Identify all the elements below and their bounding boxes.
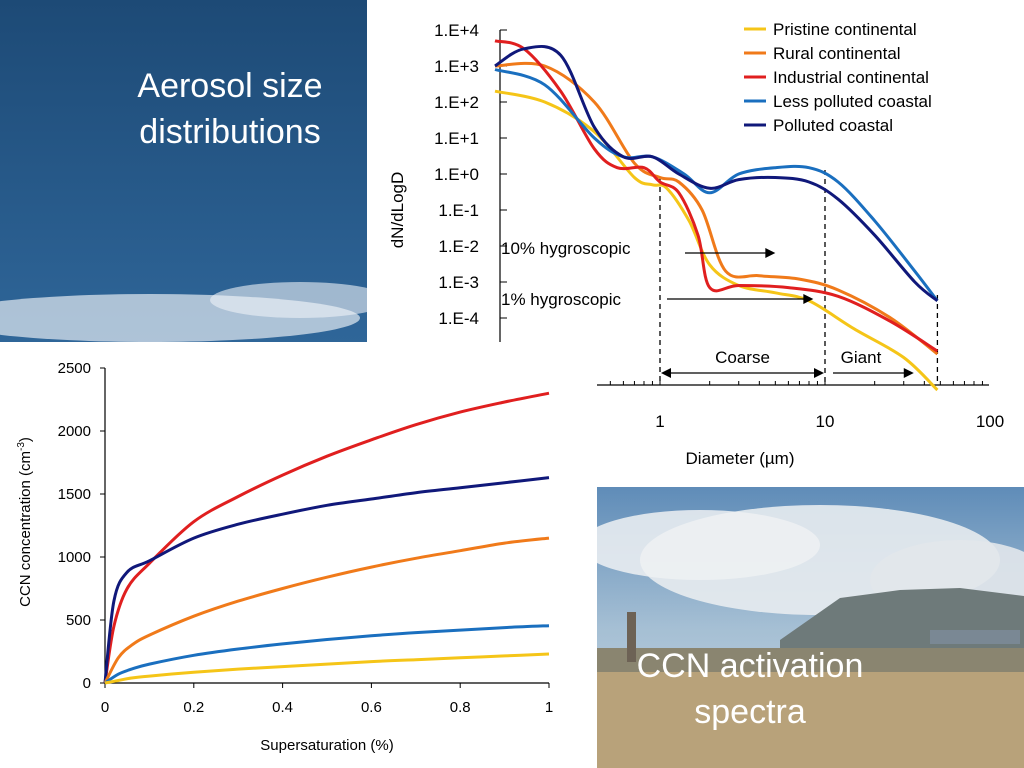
ccn-activation-chart: 0 500 1000 1500 2000 2500 0 0.2 0.4 0.6 0.8 1 CCN … [0,342,597,768]
y-tick-label: 1.E-3 [438,273,479,292]
y-tick-label: 1000 [58,549,91,566]
x-axis-label: Diameter (µm) [686,449,795,468]
ccn-series [103,391,550,685]
annotation-1-percent-hygroscopic: 1% hygroscopic [501,290,622,309]
range-arrowhead-right [903,368,914,378]
y-axis-ticks: 0 500 1000 1500 2000 2500 [58,360,105,692]
range-arrowhead-right [814,368,824,378]
y-tick-label: 500 [66,612,91,629]
y-tick-label: 1.E+2 [434,93,479,112]
y-tick-label: 1.E+4 [434,21,479,40]
series-line [103,391,550,684]
annotation-arrowhead [765,248,776,258]
y-tick-label: 1.E-2 [438,237,479,256]
y-tick-label: 1.E+0 [434,165,479,184]
x-tick-label: 10 [816,412,835,431]
y-tick-label: 1.E+1 [434,129,479,148]
annotation-10-percent-hygroscopic: 10% hygroscopic [501,239,631,258]
tower-shape [627,612,636,662]
x-tick-label: 0.2 [183,699,204,716]
y-axis-label: CCN concentration (cm-3) [16,437,34,607]
series-line [103,476,550,684]
range-label-coarse: Coarse [715,348,770,367]
legend-label: Polluted coastal [773,116,893,135]
legend-label: Industrial continental [773,68,929,87]
y-axis-label: dN/dLogD [388,172,407,249]
series-line [103,536,550,684]
series-line [104,652,550,685]
y-tick-label: 1.E+3 [434,57,479,76]
x-tick-label: 0.6 [361,699,382,716]
y-tick-label: 1500 [58,486,91,503]
y-tick-label: 2500 [58,360,91,377]
series-line [494,61,939,356]
cloud-shape [210,282,390,318]
y-tick-label: 0 [83,675,91,692]
x-axis-label: Supersaturation (%) [260,737,393,754]
size-distribution-series [494,39,939,392]
x-tick-label: 0 [101,699,109,716]
x-tick-label: 0.8 [450,699,471,716]
x-tick-label: 1 [545,699,553,716]
legend-label: Pristine continental [773,20,917,39]
y-tick-label: 1.E-1 [438,201,479,220]
vertical-dashed-markers [659,170,939,385]
x-tick-label: 1 [655,412,664,431]
legend-label: Rural continental [773,44,901,63]
desert-photo [580,487,1024,768]
x-axis-ticks: 0 0.2 0.4 0.6 0.8 1 [101,683,553,716]
annotation-arrowhead [803,294,814,304]
series-line [494,39,939,353]
series-line [104,624,550,685]
y-axis-ticks: 1.E+4 1.E+3 1.E+2 1.E+1 1.E+0 1.E-1 1.E-2 1.E-3… [434,21,507,364]
x-tick-label: 100 [976,412,1004,431]
title-aerosol-size-distributions: Aerosol size distributions [137,67,323,151]
annotations: 10% hygroscopic 1% hygroscopic Coarse Giant [501,239,914,378]
x-axis-ticks: 1 10 100 [573,378,1004,431]
series-line [494,44,939,302]
building-shape [930,630,1020,644]
x-tick-label: 0.4 [272,699,293,716]
legend-label: Less polluted coastal [773,92,932,111]
range-label-giant: Giant [841,348,882,367]
range-arrowhead-left [661,368,671,378]
title-ccn-activation-spectra: CCN activation spectra [636,647,864,731]
y-tick-label: 2000 [58,423,91,440]
y-tick-label: 1.E-4 [438,309,479,328]
legend: Pristine continental Rural continental Ind… [744,20,932,135]
